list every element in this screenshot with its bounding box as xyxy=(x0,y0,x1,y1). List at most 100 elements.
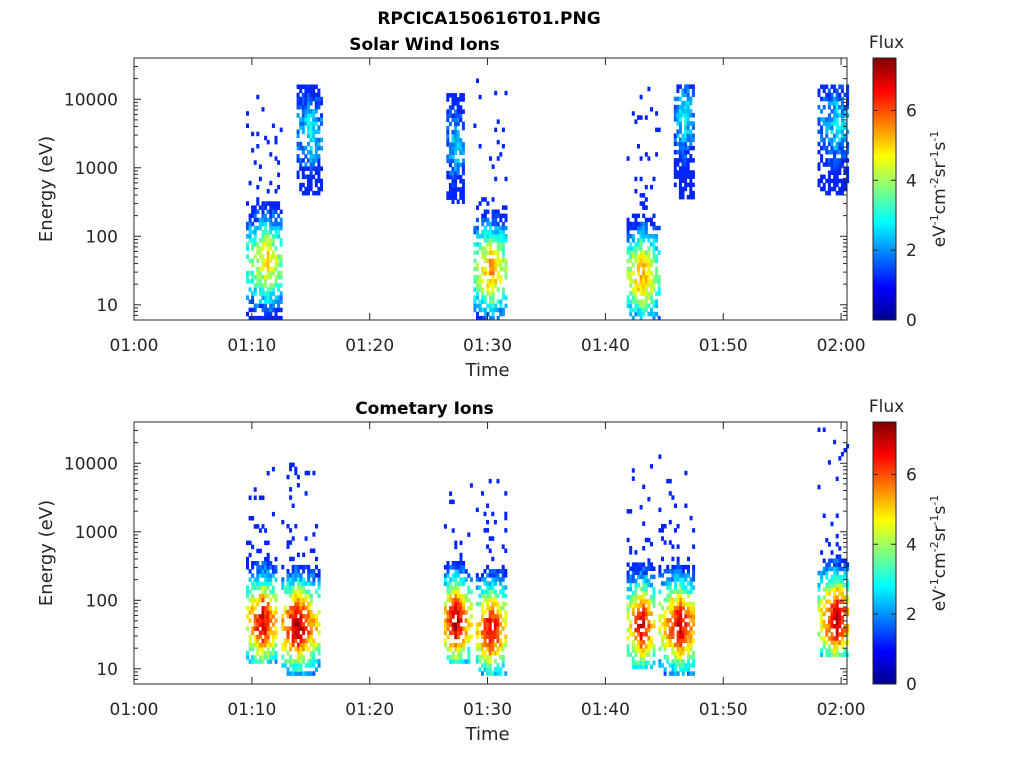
spectrogram-cell xyxy=(256,201,260,206)
spectrogram-cell xyxy=(312,113,316,118)
spectrogram-cell xyxy=(475,659,479,664)
spectrogram-cell xyxy=(443,610,447,615)
spectrogram-cell xyxy=(835,166,839,171)
spectrogram-cell xyxy=(678,129,682,134)
spectrogram-cell xyxy=(499,569,503,574)
spectrogram-cell xyxy=(827,100,831,106)
spectrogram-cell xyxy=(312,646,316,652)
spectrogram-cell xyxy=(248,495,252,500)
spectrogram-cell xyxy=(299,577,303,582)
spectrogram-cell xyxy=(451,655,455,660)
spectrogram-cell xyxy=(499,605,503,611)
spectrogram-cell xyxy=(644,287,648,292)
spectrogram-cell xyxy=(454,610,458,615)
spectrogram-cell xyxy=(626,275,630,280)
spectrogram-cell xyxy=(451,589,455,595)
spectrogram-cell xyxy=(304,100,308,106)
spectrogram-cell xyxy=(314,100,318,106)
spectrogram-cell xyxy=(296,622,300,627)
spectrogram-cell xyxy=(299,141,303,147)
spectrogram-cell xyxy=(820,117,824,122)
spectrogram-cell xyxy=(309,133,313,139)
spectrogram-cell xyxy=(494,209,498,214)
spectrogram-cell xyxy=(504,225,508,231)
spectrogram-cell xyxy=(655,266,659,272)
spectrogram-cell xyxy=(264,217,268,223)
spectrogram-cell xyxy=(491,650,495,656)
spectrogram-cell xyxy=(312,88,316,94)
spectrogram-cell xyxy=(459,577,463,582)
spectrogram-cell xyxy=(461,187,465,192)
spectrogram-cell xyxy=(320,100,323,106)
spectrogram-cell xyxy=(637,627,640,633)
spectrogram-cell xyxy=(251,610,255,615)
spectrogram-cell xyxy=(304,84,308,89)
spectrogram-cell xyxy=(678,117,682,122)
spectrogram-cell xyxy=(317,646,321,652)
spectrogram-cell xyxy=(655,238,659,243)
spectrogram-cell xyxy=(312,573,316,578)
spectrogram-cell xyxy=(449,618,453,623)
spectrogram-cell xyxy=(637,229,640,235)
spectrogram-cell xyxy=(478,585,482,590)
spectrogram-cell xyxy=(258,581,262,586)
spectrogram-cell xyxy=(637,303,640,309)
spectrogram-cell xyxy=(454,569,458,574)
spectrogram-cell xyxy=(833,186,837,192)
spectrogram-cell xyxy=(691,182,695,188)
spectrogram-cell xyxy=(289,646,293,652)
spectrogram-cell xyxy=(833,117,837,122)
spectrogram-cell xyxy=(269,303,273,309)
spectrogram-cell xyxy=(261,630,265,636)
spectrogram-cell xyxy=(663,671,667,676)
spectrogram-cell xyxy=(451,577,455,582)
spectrogram-cell xyxy=(494,262,498,268)
spectrogram-cell xyxy=(261,618,265,623)
spectrogram-cell xyxy=(678,149,682,155)
spectrogram-cell xyxy=(248,618,252,623)
spectrogram-cell xyxy=(253,638,257,644)
spectrogram-cell xyxy=(291,503,295,508)
spectrogram-cell xyxy=(830,652,834,658)
spectrogram-cell xyxy=(446,138,450,143)
spectrogram-cell xyxy=(504,238,508,243)
spectrogram-cell xyxy=(299,614,303,619)
spectrogram-cell xyxy=(301,100,305,106)
spectrogram-cell xyxy=(317,577,321,582)
spectrogram-cell xyxy=(264,315,268,321)
spectrogram-cell xyxy=(501,144,505,149)
spectrogram-cell xyxy=(454,158,458,164)
spectrogram-cell xyxy=(647,262,651,268)
spectrogram-cell xyxy=(266,238,270,243)
spectrogram-cell xyxy=(840,632,844,637)
spectrogram-cell xyxy=(296,170,300,175)
spectrogram-cell xyxy=(691,125,695,130)
spectrogram-cell xyxy=(296,92,300,98)
spectrogram-cell xyxy=(493,650,497,656)
spectrogram-cell xyxy=(681,92,685,98)
spectrogram-cell xyxy=(317,609,321,615)
spectrogram-cell xyxy=(258,164,262,169)
spectrogram-cell xyxy=(666,597,670,603)
spectrogram-cell xyxy=(291,614,295,619)
spectrogram-cell xyxy=(833,154,837,159)
spectrogram-cell xyxy=(838,632,842,637)
spectrogram-cell xyxy=(302,630,306,635)
spectrogram-cell xyxy=(448,93,452,98)
spectrogram-cell xyxy=(296,96,300,102)
spectrogram-cell xyxy=(271,585,275,591)
spectrogram-cell xyxy=(446,97,450,102)
spectrogram-cell xyxy=(451,642,455,648)
spectrogram-cell xyxy=(454,142,458,147)
spectrogram-cell xyxy=(496,225,500,231)
spectrogram-cell xyxy=(448,183,452,188)
spectrogram-cell xyxy=(304,109,308,114)
spectrogram-cell xyxy=(501,287,505,292)
spectrogram-cell xyxy=(448,170,452,176)
spectrogram-cell xyxy=(631,566,635,571)
spectrogram-cell xyxy=(673,113,677,118)
spectrogram-cell xyxy=(684,121,688,126)
spectrogram-cell xyxy=(830,158,834,163)
spectrogram-cell xyxy=(679,593,683,599)
spectrogram-cell xyxy=(668,605,672,611)
